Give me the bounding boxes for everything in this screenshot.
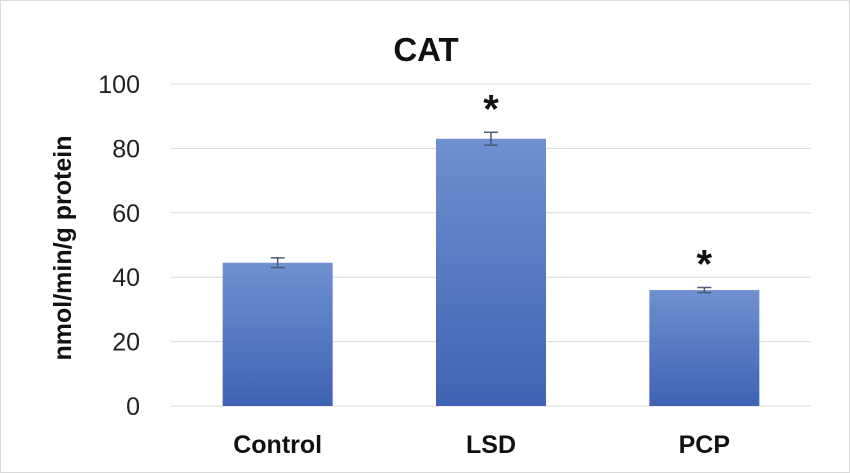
significance-asterisk: * <box>697 243 713 287</box>
x-category-label: LSD <box>466 431 516 459</box>
x-category-label: Control <box>233 431 322 459</box>
y-tick-label: 80 <box>112 135 140 163</box>
bars <box>222 138 760 407</box>
bar <box>649 290 760 406</box>
y-tick-labels: 0 20 40 60 80 100 <box>98 71 140 421</box>
x-category-labels: Control LSD PCP <box>233 431 730 459</box>
significance-markers: ** <box>483 87 712 286</box>
y-tick-label: 60 <box>112 200 140 228</box>
y-tick-label: 20 <box>112 329 140 357</box>
error-bars <box>270 131 712 294</box>
significance-asterisk: * <box>483 87 499 131</box>
y-tick-label: 100 <box>98 71 140 99</box>
bar <box>436 138 546 407</box>
y-tick-label: 40 <box>112 264 140 292</box>
chart-title: CAT <box>393 31 458 68</box>
bar <box>222 262 333 406</box>
x-category-label: PCP <box>679 431 730 459</box>
y-axis-label: nmol/min/g protein <box>49 136 77 361</box>
y-tick-label: 0 <box>126 393 140 421</box>
